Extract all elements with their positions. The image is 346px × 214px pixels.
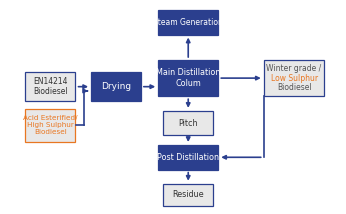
- Text: Low Sulphur: Low Sulphur: [271, 74, 318, 83]
- Text: EN14214
Biodiesel: EN14214 Biodiesel: [33, 77, 67, 96]
- Text: Residue: Residue: [172, 190, 204, 199]
- FancyBboxPatch shape: [25, 72, 75, 101]
- FancyBboxPatch shape: [163, 111, 213, 135]
- FancyBboxPatch shape: [158, 145, 219, 169]
- FancyBboxPatch shape: [25, 109, 75, 142]
- Text: Pitch: Pitch: [179, 119, 198, 128]
- Text: Drying: Drying: [101, 82, 131, 91]
- Text: Biodiesel: Biodiesel: [277, 83, 311, 92]
- Text: Main Distillation
Colum: Main Distillation Colum: [156, 68, 220, 88]
- Text: Steam Generation: Steam Generation: [153, 18, 223, 27]
- FancyBboxPatch shape: [264, 60, 325, 96]
- Text: Winter grade /: Winter grade /: [266, 64, 322, 73]
- FancyBboxPatch shape: [158, 60, 219, 96]
- FancyBboxPatch shape: [91, 72, 141, 101]
- Text: Acid Esterified/
High Sulphur
Biodiesel: Acid Esterified/ High Sulphur Biodiesel: [23, 115, 78, 135]
- FancyBboxPatch shape: [158, 10, 219, 35]
- Text: Post Distillation: Post Distillation: [157, 153, 219, 162]
- FancyBboxPatch shape: [163, 184, 213, 206]
